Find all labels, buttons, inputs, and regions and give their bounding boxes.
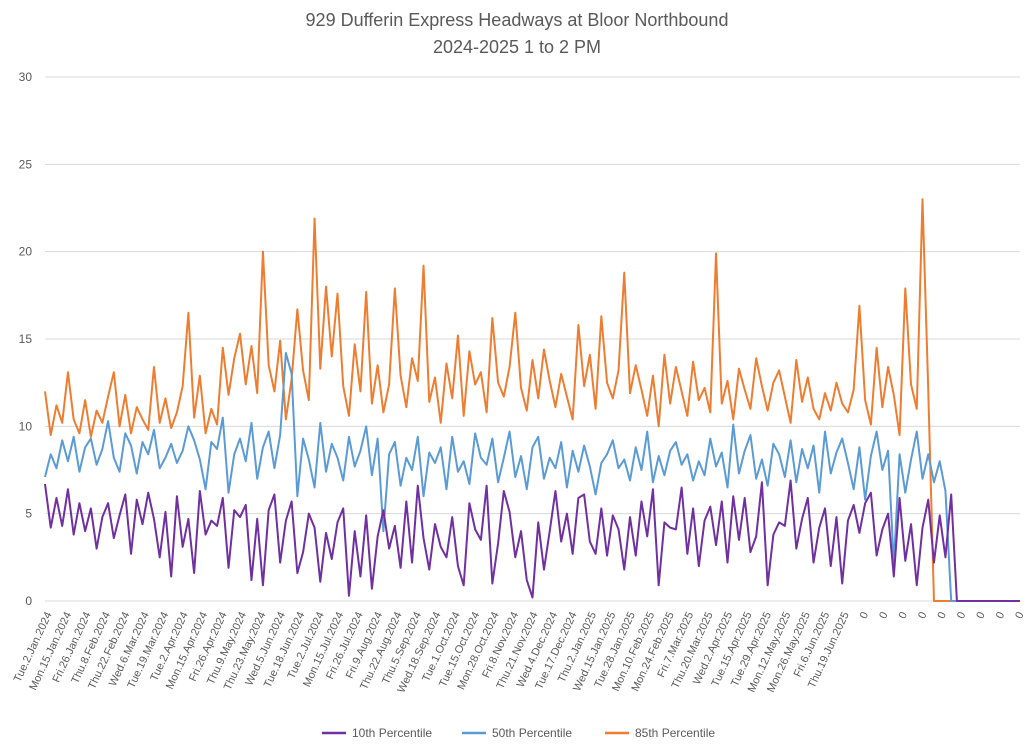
x-tick-label: 0 (916, 610, 929, 621)
x-tick-label: 0 (897, 610, 910, 621)
x-tick-label: 0 (955, 610, 968, 621)
legend-label: 85th Percentile (635, 726, 715, 740)
y-tick-label: 20 (19, 245, 33, 259)
x-tick-label: 0 (877, 610, 890, 621)
x-tick-label: 0 (1013, 610, 1024, 621)
x-tick-label: 0 (935, 610, 948, 621)
y-tick-label: 5 (25, 507, 32, 521)
y-tick-label: 30 (19, 70, 33, 84)
series-line-85th-percentile (44, 198, 998, 602)
y-tick-label: 0 (25, 594, 32, 608)
legend-label: 10th Percentile (352, 726, 432, 740)
chart-title: 929 Dufferin Express Headways at Bloor N… (306, 10, 729, 30)
y-axis: 0 5 10 15 20 25 30 (19, 70, 33, 608)
y-tick-label: 15 (19, 332, 33, 346)
y-tick-label: 25 (19, 157, 33, 171)
x-axis: Tue.2.Jan.2024Mon.15.Jan.2024Fri.26.Jan.… (12, 610, 1024, 695)
series-line-50th-percentile (44, 351, 1015, 602)
x-tick-label: 0 (858, 610, 871, 621)
x-tick-label: 0 (994, 610, 1007, 621)
x-tick-label: 0 (974, 610, 987, 621)
legend-label: 50th Percentile (492, 726, 572, 740)
legend: 10th Percentile 50th Percentile 85th Perce… (322, 726, 715, 740)
y-tick-label: 10 (19, 419, 33, 433)
series-line-10th-percentile (44, 479, 1020, 602)
chart-subtitle: 2024-2025 1 to 2 PM (433, 37, 601, 57)
series-layer (44, 198, 1020, 602)
